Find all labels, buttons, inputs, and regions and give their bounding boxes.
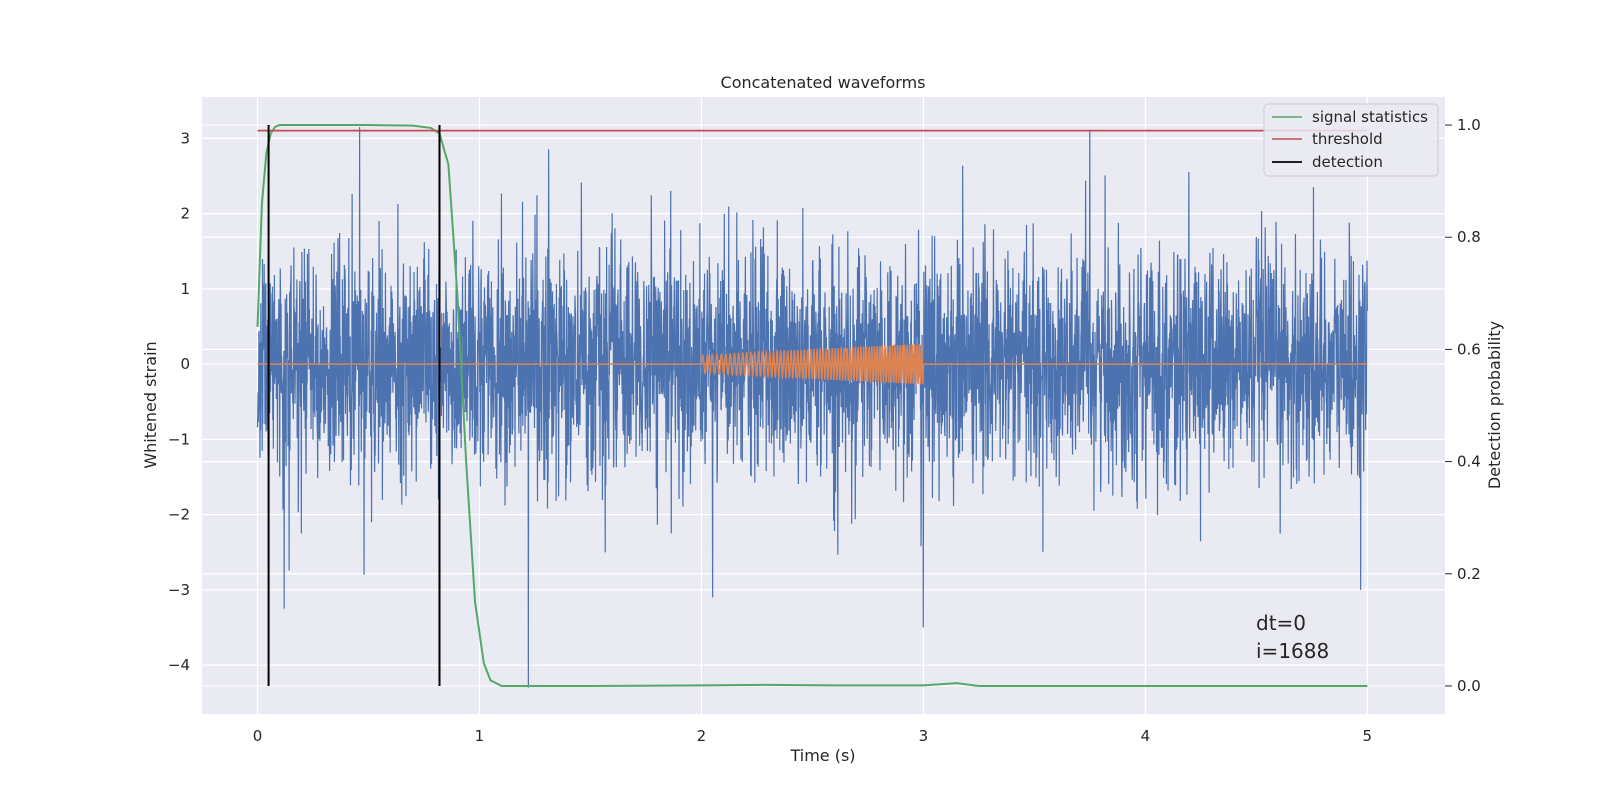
x-tick-label: 3 bbox=[919, 727, 929, 745]
series-chirp bbox=[257, 342, 1368, 387]
y-tick-label: 0 bbox=[180, 355, 190, 373]
legend: signal statistics threshold detection bbox=[1263, 103, 1439, 177]
legend-label-threshold: threshold bbox=[1312, 130, 1383, 148]
legend-box bbox=[1263, 103, 1439, 177]
y-tick-label: −2 bbox=[168, 506, 190, 524]
y-tick-label-right: 0.2 bbox=[1457, 565, 1481, 583]
y-axis-label-right: Detection probability bbox=[1485, 321, 1504, 489]
noise-trace bbox=[256, 127, 1368, 688]
x-tick-label: 1 bbox=[475, 727, 485, 745]
y-tick-label-right: 0.8 bbox=[1457, 228, 1481, 246]
x-tick-label: 0 bbox=[253, 727, 263, 745]
legend-label-signal-statistics: signal statistics bbox=[1312, 108, 1428, 126]
y-tick-label: 2 bbox=[180, 205, 190, 223]
chart-title: Concatenated waveforms bbox=[721, 73, 926, 92]
y-tick-label-right: 0.6 bbox=[1457, 340, 1481, 358]
y-tick-label: −1 bbox=[168, 430, 190, 448]
y-axis-label: Whitened strain bbox=[141, 341, 160, 468]
x-axis-label: Time (s) bbox=[789, 746, 855, 765]
y-tick-label: −3 bbox=[168, 581, 190, 599]
y-tick-label-right: 1.0 bbox=[1457, 116, 1481, 134]
right-axis-series bbox=[256, 124, 1368, 687]
chirp-trace bbox=[700, 342, 925, 387]
series-noise bbox=[256, 127, 1368, 688]
y-tick-label: 3 bbox=[180, 129, 190, 147]
x-tick-label: 4 bbox=[1141, 727, 1151, 745]
legend-label-detection: detection bbox=[1312, 153, 1383, 171]
y-tick-label-right: 0.4 bbox=[1457, 453, 1481, 471]
signal-statistics-line bbox=[256, 124, 1368, 687]
x-tick-label: 5 bbox=[1363, 727, 1373, 745]
y-tick-label: −4 bbox=[168, 656, 190, 674]
annotation-i: i=1688 bbox=[1256, 639, 1329, 663]
annotation-dt: dt=0 bbox=[1256, 611, 1306, 635]
tick-labels: 0 1 2 3 4 5 −4 −3 −2 −1 0 1 2 3 0.0 0.2 0.4 0.6 0.8 1.0 bbox=[168, 116, 1481, 745]
x-tick-label: 2 bbox=[697, 727, 707, 745]
y-tick-label: 1 bbox=[180, 280, 190, 298]
y-tick-label-right: 0.0 bbox=[1457, 677, 1481, 695]
